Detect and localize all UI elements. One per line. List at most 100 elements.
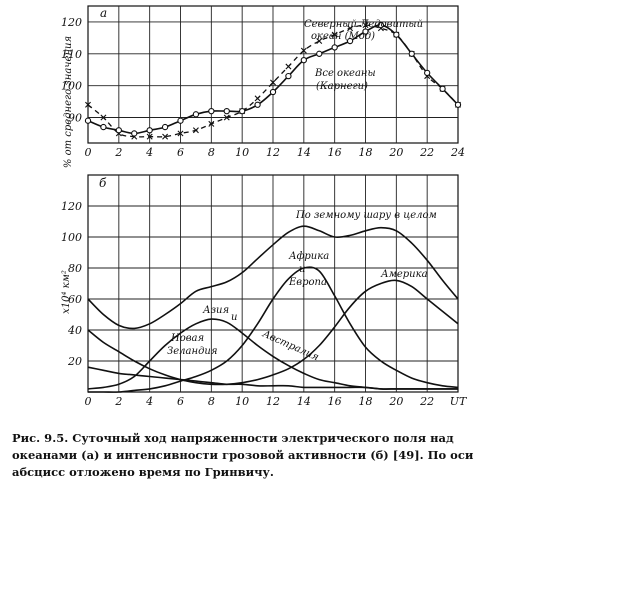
series-all-oceans-label-line1: Все океаны	[314, 68, 376, 79]
series-africa-label-line2: и	[299, 264, 305, 275]
series-nz-label-line2: Зеландия	[167, 346, 217, 357]
data-point	[85, 101, 91, 108]
data-point	[331, 44, 338, 51]
x-tick-label: 22	[419, 395, 434, 408]
data-point	[454, 101, 462, 108]
data-point	[177, 117, 184, 124]
data-point	[285, 72, 292, 80]
y-tick-label: 120	[61, 16, 82, 29]
data-point	[239, 107, 246, 115]
data-point	[331, 31, 338, 38]
series-line	[87, 279, 459, 386]
data-point	[208, 107, 215, 115]
x-tick-label: 0	[85, 395, 92, 408]
series-asia-label-line2: и	[231, 312, 237, 323]
data-point	[347, 25, 354, 32]
x-tick-label: 2	[114, 395, 122, 408]
data-point	[223, 107, 230, 115]
x-tick-label: 8	[208, 146, 215, 159]
x-tick-label: 18	[359, 395, 373, 408]
data-point	[408, 50, 415, 57]
x-tick-label: 18	[359, 146, 373, 159]
series-asia-label-line1: Азия	[202, 305, 229, 316]
series-all-oceans-label-line2: (Карнеги)	[316, 81, 368, 92]
panel-b: 0 2 4 6 8 10 12 14 16 18 20 22 UT 20 40 60 80 100 120 б х1…	[61, 174, 468, 408]
x-tick-label: 14	[297, 146, 311, 159]
panel-b-grid	[87, 174, 459, 393]
panel-a-letter: а	[100, 6, 107, 20]
panel-b-ylabel: х10⁴ км²	[61, 270, 72, 314]
data-point	[146, 133, 153, 140]
series-line	[87, 225, 459, 330]
data-point	[192, 127, 199, 134]
data-point	[208, 120, 215, 127]
x-tick-label: 16	[328, 146, 342, 159]
data-point	[316, 38, 323, 45]
x-tick-label: 0	[85, 146, 92, 159]
panel-b-tick-labels: 0 2 4 6 8 10 12 14 16 18 20 22 UT 20 40 60 80 100 120	[61, 200, 468, 408]
x-tick-label: 6	[177, 146, 184, 159]
data-point	[254, 101, 261, 108]
data-point	[346, 37, 354, 45]
panel-b-letter: б	[99, 176, 107, 190]
data-point	[100, 114, 107, 121]
series-asia-label-line3: Австралия	[260, 328, 320, 363]
y-tick-label: 20	[67, 355, 82, 368]
y-tick-label: 120	[61, 200, 82, 213]
x-tick-label: 10	[235, 146, 249, 159]
data-point	[161, 123, 169, 131]
y-tick-label: 60	[68, 293, 82, 306]
y-tick-label: 90	[68, 112, 82, 125]
data-point	[377, 21, 385, 29]
series-nz-label-line1: Новая	[170, 333, 204, 344]
data-point	[131, 130, 138, 137]
data-point	[254, 95, 261, 102]
x-tick-label: 8	[208, 395, 215, 408]
x-tick-label: 20	[388, 146, 403, 159]
data-point	[316, 50, 323, 57]
data-point	[300, 47, 307, 54]
data-point	[115, 127, 122, 134]
x-tick-label: 20	[388, 395, 403, 408]
data-point	[192, 111, 200, 118]
series-africa-label-line3: Европа	[288, 277, 327, 288]
x-tick-label: UT	[450, 395, 468, 408]
data-point	[439, 85, 446, 92]
x-tick-label: 24	[450, 146, 465, 159]
data-point	[162, 133, 169, 140]
data-point	[424, 69, 431, 77]
panel-b-series	[87, 225, 459, 393]
data-point	[393, 31, 400, 38]
data-point	[269, 88, 277, 96]
series-arctic-label-line1: Северный Ледовитый	[304, 19, 423, 30]
y-tick-label: 80	[68, 262, 82, 275]
data-point	[146, 127, 153, 134]
data-point	[100, 123, 107, 131]
data-point	[84, 117, 92, 124]
series-arctic-label-line2: океан (Мод)	[311, 31, 375, 42]
x-tick-label: 16	[328, 395, 342, 408]
x-tick-label: 12	[266, 146, 280, 159]
data-point	[177, 130, 184, 137]
x-tick-label: 14	[297, 395, 311, 408]
y-tick-label: 110	[61, 48, 82, 61]
x-tick-label: 4	[145, 146, 153, 159]
data-point	[362, 22, 369, 29]
x-tick-label: 6	[177, 395, 184, 408]
x-tick-label: 4	[145, 395, 153, 408]
figure-caption: Рис. 9.5. Суточный ход напряженности эле…	[12, 431, 474, 479]
x-tick-label: 12	[266, 395, 280, 408]
x-tick-label: 10	[235, 395, 249, 408]
series-line	[88, 266, 459, 393]
panel-a-ylabel: % от среднего значения	[63, 36, 74, 168]
panel-a-series	[84, 21, 462, 140]
x-tick-label: 22	[419, 146, 434, 159]
y-tick-label: 100	[61, 231, 82, 244]
series-america-label: Америка	[380, 269, 428, 280]
x-tick-label: 2	[114, 146, 122, 159]
y-tick-label: 100	[61, 80, 82, 93]
data-point	[270, 79, 276, 86]
data-point	[300, 57, 307, 64]
data-point	[223, 114, 230, 121]
